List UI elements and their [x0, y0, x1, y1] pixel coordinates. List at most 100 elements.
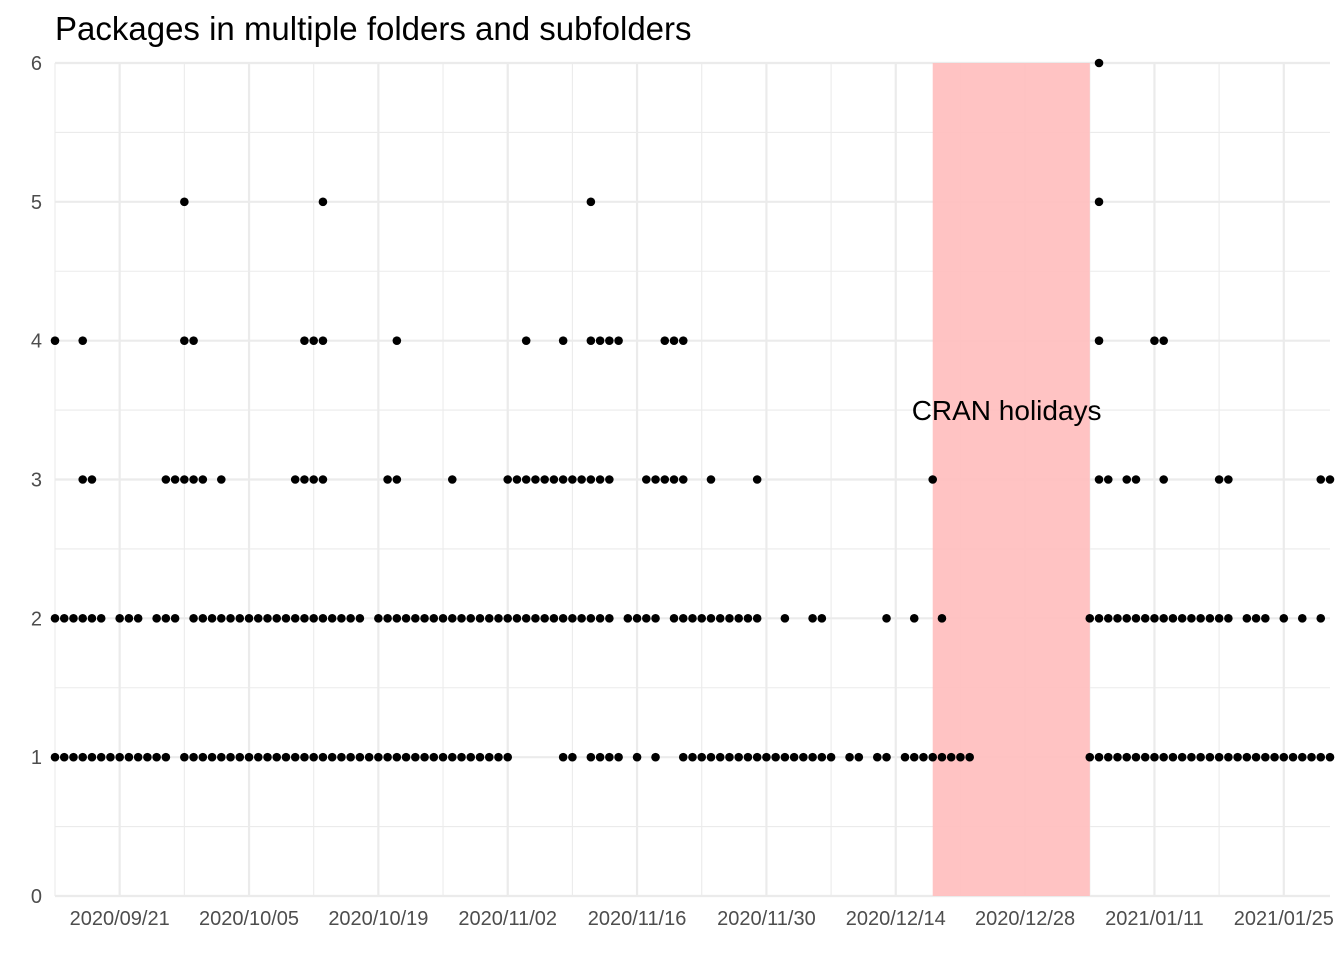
data-point	[1242, 752, 1252, 762]
data-point	[632, 614, 642, 623]
data-point	[106, 752, 115, 762]
cran-holidays-band	[932, 63, 1090, 896]
data-point	[845, 752, 854, 762]
data-point	[909, 752, 919, 762]
data-point	[355, 752, 365, 762]
data-point	[605, 336, 614, 345]
data-point	[1094, 58, 1104, 68]
data-point	[725, 752, 734, 762]
data-point	[475, 614, 485, 623]
data-point	[392, 475, 402, 484]
data-point	[133, 752, 143, 762]
data-point	[789, 752, 799, 762]
data-point	[549, 475, 559, 484]
data-point	[226, 752, 235, 762]
data-point	[531, 614, 540, 623]
data-point	[263, 614, 272, 623]
data-point	[1085, 614, 1095, 623]
data-point	[678, 614, 688, 623]
data-point	[521, 336, 531, 345]
data-point	[226, 614, 235, 623]
data-point	[595, 336, 605, 345]
data-point	[762, 752, 771, 762]
x-tick-label: 2021/01/11	[1105, 908, 1204, 930]
data-point	[743, 752, 753, 762]
data-point	[253, 614, 263, 623]
data-point	[1261, 752, 1270, 762]
data-point	[605, 614, 614, 623]
data-point	[383, 475, 392, 484]
data-point	[660, 475, 670, 484]
data-point	[309, 475, 318, 484]
data-point	[161, 614, 171, 623]
data-point	[374, 752, 383, 762]
data-point	[1159, 752, 1168, 762]
data-point	[743, 614, 753, 623]
data-point	[1307, 752, 1316, 762]
data-point	[568, 752, 577, 762]
data-point	[253, 752, 263, 762]
chart-title: Packages in multiple folders and subfold…	[55, 10, 692, 47]
data-point	[1196, 752, 1205, 762]
data-point	[170, 475, 180, 484]
y-tick-labels: 0 1 2 3 4 5 6	[31, 53, 42, 908]
data-point	[937, 752, 947, 762]
data-point	[697, 614, 707, 623]
data-point	[909, 614, 919, 623]
data-point	[1094, 475, 1104, 484]
data-point	[96, 752, 106, 762]
data-point	[1224, 475, 1233, 484]
data-point	[180, 752, 189, 762]
data-point	[50, 752, 60, 762]
data-point	[327, 752, 337, 762]
data-point	[734, 752, 743, 762]
data-point	[59, 614, 69, 623]
data-point	[1297, 614, 1307, 623]
data-point	[143, 752, 152, 762]
data-point	[438, 614, 448, 623]
data-point	[318, 475, 328, 484]
data-point	[605, 752, 614, 762]
data-point	[152, 752, 161, 762]
data-point	[706, 614, 716, 623]
x-tick-labels: 2020/09/21 2020/10/05 2020/10/19 2020/11/02…	[70, 908, 1334, 930]
data-point	[1113, 614, 1122, 623]
data-point	[558, 475, 568, 484]
data-point	[752, 614, 762, 623]
data-point	[1297, 752, 1307, 762]
data-point	[808, 614, 817, 623]
data-point	[217, 475, 226, 484]
data-point	[392, 614, 402, 623]
data-point	[1214, 752, 1224, 762]
data-point	[180, 336, 189, 345]
data-point	[1131, 614, 1141, 623]
y-tick-label: 6	[31, 53, 42, 75]
data-point	[161, 752, 171, 762]
data-point	[207, 752, 217, 762]
data-point	[1224, 752, 1233, 762]
data-point	[715, 752, 725, 762]
data-point	[189, 475, 198, 484]
data-point	[1261, 614, 1270, 623]
data-point	[1159, 475, 1168, 484]
data-point	[1187, 752, 1196, 762]
data-point	[697, 752, 707, 762]
data-point	[346, 614, 355, 623]
data-point	[1233, 752, 1242, 762]
data-point	[715, 614, 725, 623]
y-tick-label: 5	[31, 192, 42, 214]
data-point	[872, 752, 882, 762]
data-point	[512, 614, 522, 623]
data-point	[1205, 614, 1215, 623]
data-point	[503, 614, 513, 623]
data-point	[799, 752, 808, 762]
data-point	[1316, 475, 1326, 484]
data-point	[1103, 614, 1113, 623]
data-point	[1214, 614, 1224, 623]
data-point	[1251, 752, 1261, 762]
data-point	[614, 752, 623, 762]
data-point	[447, 614, 457, 623]
data-point	[678, 752, 688, 762]
data-point	[1150, 752, 1159, 762]
